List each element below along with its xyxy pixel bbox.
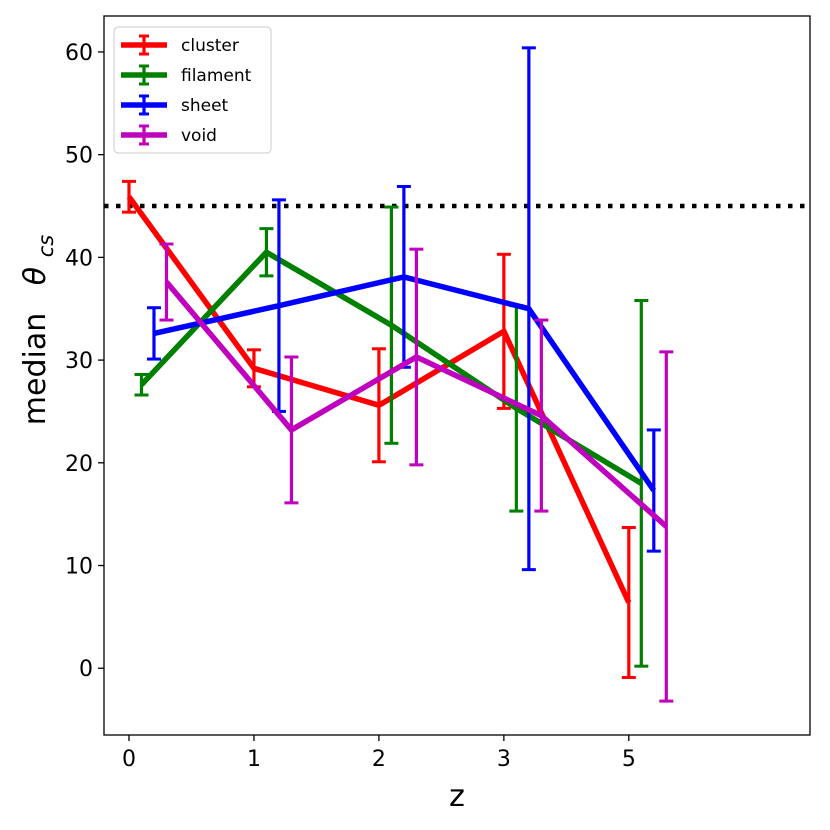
y-tick-label-20: 20 [65,452,93,477]
y-tick-label-30: 30 [65,349,93,374]
x-tick-label-5: 5 [622,747,636,772]
errorbar-filament-1 [259,227,274,278]
y-tick-label-10: 10 [65,555,93,580]
errorbar-cluster-4 [621,526,636,679]
errorbar-filament-4 [634,299,649,668]
errorbar-cluster-3 [496,252,511,410]
series-void [159,242,674,703]
errorbar-sheet-4 [646,428,661,553]
y-tick-label-0: 0 [79,657,93,682]
legend-label-sheet: sheet [181,96,229,116]
errorbar-filament-2 [384,205,399,445]
y-tick-label-60: 60 [65,41,93,66]
errorbar-filament-0 [134,372,149,397]
errorbar-void-3 [534,318,549,513]
y-tick-label-40: 40 [65,246,93,271]
legend: cluster filament sheet void [113,26,272,154]
legend-box [113,26,272,154]
y-axis-label: median θ cs [18,235,58,425]
errorbar-sheet-3 [521,46,536,572]
x-tick-label-3: 3 [497,747,511,772]
y-axis-label-symbol: θ [18,267,53,285]
errorbar-void-2 [409,247,424,467]
legend-entry-filament: filament [121,64,252,86]
errorbar-void-0 [159,242,174,322]
legend-entry-sheet: sheet [121,94,229,116]
y-axis-label-subscript: cs [34,235,58,258]
x-tick-label-1: 1 [247,747,261,772]
x-tick-label-0: 0 [122,747,136,772]
errorbar-cluster-0 [121,179,136,214]
errorbar-cluster-2 [371,347,386,464]
legend-label-void: void [181,126,217,146]
y-axis-label-prefix: median [18,313,53,425]
x-axis-label: z [449,779,465,814]
y-tick-label-50: 50 [65,144,93,169]
errorbar-void-4 [659,350,674,703]
legend-label-filament: filament [181,66,252,86]
plot-area [104,46,810,703]
errorbar-void-1 [284,355,299,505]
legend-label-cluster: cluster [181,36,239,56]
series-filament [134,205,649,668]
legend-entry-void: void [121,124,217,146]
plot-frame [103,15,811,736]
legend-entry-cluster: cluster [121,34,239,56]
x-tick-label-2: 2 [372,747,386,772]
errorbar-sheet-0 [146,306,161,361]
